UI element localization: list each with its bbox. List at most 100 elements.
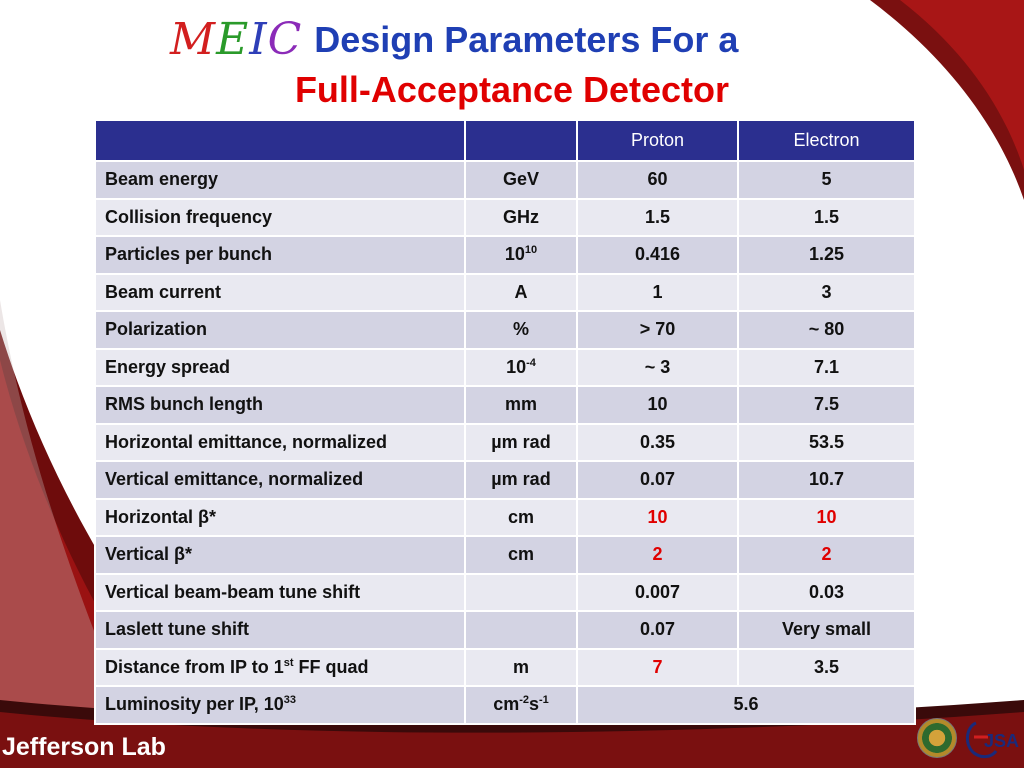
proton-value-cell: > 70	[576, 310, 739, 350]
parameter-name: Beam energy	[94, 160, 466, 200]
unit-cell: µm rad	[464, 422, 578, 462]
proton-value-cell: 0.416	[576, 235, 739, 275]
table-row: Polarization% > 70 ~ 80	[94, 310, 916, 350]
unit-cell: cm-2s-1	[464, 685, 578, 725]
parameter-name: Polarization	[94, 310, 466, 350]
parameter-name-superscript: 33	[283, 694, 296, 707]
unit-text: cm	[493, 694, 520, 715]
unit-cell: %	[464, 310, 578, 350]
parameter-name-text: Luminosity per IP, 10	[105, 694, 284, 715]
unit-superscript: -2	[519, 694, 529, 707]
table-row: Collision frequency GHz 1.5 1.5	[94, 197, 916, 237]
unit-cell: GHz	[464, 197, 578, 237]
electron-value-cell: 3	[737, 272, 916, 312]
proton-value-cell: 1	[576, 272, 739, 312]
jsa-logo-icon: JSA	[966, 721, 1019, 759]
table-row: Horizontal emittance, normalized µm rad 0.…	[94, 422, 916, 462]
jsa-text: JSA	[984, 731, 1019, 751]
unit-text: s	[529, 694, 540, 715]
unit-superscript: -4	[526, 356, 536, 369]
electron-value-cell: 7.1	[737, 347, 916, 387]
meic-logo: MEIC	[170, 18, 302, 62]
unit-cell: mm	[464, 385, 578, 425]
parameters-table: Proton Electron Beam energy GeV 60 5 Collisi…	[94, 119, 916, 725]
table-row: Beam current A 1 3	[94, 272, 916, 312]
parameter-name: Distance from IP to 1st FF quad	[94, 647, 466, 687]
proton-value-cell: 10	[576, 497, 739, 537]
unit-superscript: -1	[539, 694, 549, 707]
header-electron: Electron	[737, 119, 916, 162]
table-row: Vertical beam-beam tune shift 0.007 0.03	[94, 572, 916, 612]
header-proton: Proton	[576, 119, 739, 162]
electron-value-cell: 0.03	[737, 572, 916, 612]
unit-cell: cm	[464, 497, 578, 537]
proton-value-cell: 0.07	[576, 460, 739, 500]
parameter-name: Luminosity per IP, 1033	[94, 685, 466, 725]
meic-logo-letter-m: M	[170, 14, 217, 65]
title-line-1: MEIC Design Parameters For a	[170, 10, 738, 70]
parameter-name: Energy spread	[94, 347, 466, 387]
table-row: Particles per bunch 1010 0.416 1.25	[94, 235, 916, 275]
jefferson-lab-logo: Jefferson Lab	[2, 733, 166, 761]
parameter-name: Collision frequency	[94, 197, 466, 237]
table-row: Vertical emittance, normalized µm rad 0.07…	[94, 460, 916, 500]
unit-cell: GeV	[464, 160, 578, 200]
doe-seal-icon	[917, 718, 957, 758]
header-unit	[464, 119, 578, 162]
parameter-name: Beam current	[94, 272, 466, 312]
unit-cell: µm rad	[464, 460, 578, 500]
proton-value-cell: 0.07	[576, 610, 739, 650]
electron-value-cell: 10	[737, 497, 916, 537]
table-row: Laslett tune shift 0.07 Very small	[94, 610, 916, 650]
table-row: Distance from IP to 1st FF quad m 7 3.5	[94, 647, 916, 687]
header-parameter	[94, 119, 466, 162]
title-text-line-1: Design Parameters For a	[314, 19, 739, 60]
proton-value-cell: 60	[576, 160, 739, 200]
parameter-name: Particles per bunch	[94, 235, 466, 275]
meic-logo-letter-c: C	[267, 14, 303, 65]
unit-cell: m	[464, 647, 578, 687]
parameter-name: Laslett tune shift	[94, 610, 466, 650]
proton-value-cell: ~ 3	[576, 347, 739, 387]
unit-cell	[464, 572, 578, 612]
unit-superscript: 10	[524, 244, 538, 257]
parameter-name-text: FF quad	[293, 656, 369, 677]
proton-value-cell: 7	[576, 647, 739, 687]
parameter-name: Horizontal β*	[94, 497, 466, 537]
electron-value-cell: 5	[737, 160, 916, 200]
electron-value-cell: 1.5	[737, 197, 916, 237]
combined-value-cell: 5.6	[576, 685, 916, 725]
meic-logo-letter-e: E	[216, 14, 250, 65]
meic-logo-letter-i: I	[249, 14, 268, 65]
electron-value-cell: 53.5	[737, 422, 916, 462]
slide-title: MEIC Design Parameters For a Full-Accept…	[0, 0, 1024, 118]
proton-value-cell: 10	[576, 385, 739, 425]
electron-value-cell: 1.25	[737, 235, 916, 275]
proton-value-cell: 0.007	[576, 572, 739, 612]
table-row: Horizontal β* cm 10 10	[94, 497, 916, 537]
electron-value-cell: 10.7	[737, 460, 916, 500]
proton-value-cell: 2	[576, 535, 739, 575]
proton-value-cell: 1.5	[576, 197, 739, 237]
unit-cell: 1010	[464, 235, 578, 275]
electron-value-cell: Very small	[737, 610, 916, 650]
unit-text: 10	[506, 356, 527, 377]
table-row: Luminosity per IP, 1033 cm-2s-1 5.6	[94, 685, 916, 725]
parameter-name: Vertical beam-beam tune shift	[94, 572, 466, 612]
parameter-name: Vertical β*	[94, 535, 466, 575]
parameter-name-text: Distance from IP to 1	[105, 656, 284, 677]
unit-cell	[464, 610, 578, 650]
table-row: Vertical β* cm 2 2	[94, 535, 916, 575]
table-row: Energy spread 10-4 ~ 3 7.1	[94, 347, 916, 387]
parameter-name: RMS bunch length	[94, 385, 466, 425]
electron-value-cell: 3.5	[737, 647, 916, 687]
unit-cell: cm	[464, 535, 578, 575]
electron-value-cell: ~ 80	[737, 310, 916, 350]
table-row: Beam energy GeV 60 5	[94, 160, 916, 200]
unit-cell: A	[464, 272, 578, 312]
unit-text: 10	[504, 244, 525, 265]
electron-value-cell: 2	[737, 535, 916, 575]
parameter-name: Vertical emittance, normalized	[94, 460, 466, 500]
electron-value-cell: 7.5	[737, 385, 916, 425]
parameter-name-superscript: st	[283, 656, 294, 669]
